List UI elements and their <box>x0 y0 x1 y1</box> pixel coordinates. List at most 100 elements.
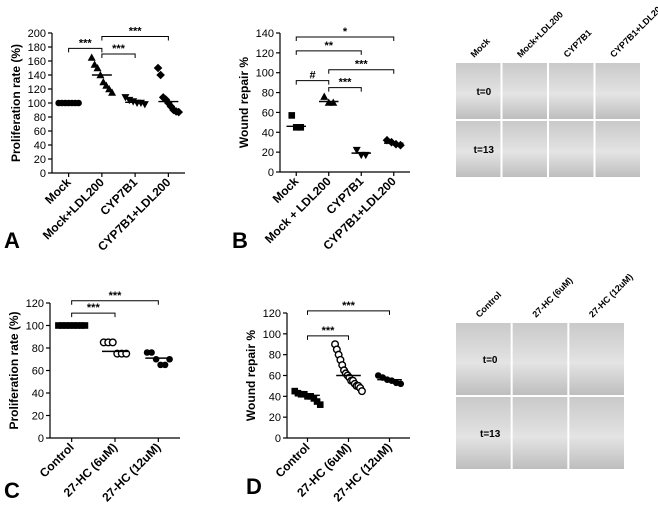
point <box>397 380 405 388</box>
significance-bracket <box>328 69 395 74</box>
micrograph <box>568 322 625 396</box>
panel-letter: A <box>4 228 20 253</box>
micrograph <box>594 120 641 178</box>
y-tick-label: 40 <box>34 140 46 152</box>
point <box>87 53 96 61</box>
point <box>158 93 168 102</box>
point <box>166 355 173 363</box>
micrograph <box>548 62 595 120</box>
point <box>108 338 117 347</box>
y-axis-label: Proliferation rate (%) <box>7 311 21 429</box>
significance-label: *** <box>129 26 143 38</box>
y-tick-label: 80 <box>262 88 274 100</box>
image-column-label: 27-HC (12uM) <box>587 272 635 320</box>
significance-label: * <box>343 26 348 38</box>
y-tick-label: 180 <box>28 42 46 54</box>
micrograph <box>594 62 641 120</box>
point <box>121 94 130 102</box>
y-tick-label: 140 <box>256 28 274 40</box>
significance-label: *** <box>355 59 369 71</box>
y-axis-label: Proliferation rate (%) <box>9 44 23 162</box>
y-tick-label: 80 <box>32 343 44 355</box>
image-row-label: t=13 <box>480 429 501 440</box>
micrograph <box>455 62 502 120</box>
y-tick-label: 40 <box>269 391 281 403</box>
point <box>161 361 169 369</box>
y-tick-label: 120 <box>263 308 281 320</box>
significance-label: *** <box>112 43 126 55</box>
point <box>156 70 165 80</box>
y-tick-label: 120 <box>256 48 274 60</box>
y-tick-label: 0 <box>38 433 44 445</box>
point <box>292 124 300 131</box>
significance-bracket <box>307 310 390 315</box>
significance-bracket <box>68 47 103 53</box>
significance-label: *** <box>342 300 356 312</box>
y-tick-label: 160 <box>28 56 46 68</box>
y-tick-label: 20 <box>34 154 46 166</box>
micrograph <box>568 396 625 470</box>
y-tick-label: 40 <box>32 388 44 400</box>
significance-bracket <box>295 36 395 41</box>
significance-label: *** <box>87 302 101 314</box>
y-tick-label: 120 <box>26 298 44 310</box>
image-row-label: t=0 <box>476 87 491 98</box>
significance-label: # <box>309 70 315 82</box>
significance-bracket <box>101 36 169 41</box>
image-column-label: 27-HC (6uM) <box>530 275 574 319</box>
y-tick-label: 40 <box>262 127 274 139</box>
y-tick-label: 80 <box>269 350 281 362</box>
point <box>396 140 405 150</box>
point <box>357 387 366 396</box>
y-tick-label: 100 <box>263 329 281 341</box>
point <box>153 63 163 73</box>
image-column-label: Control <box>474 290 504 320</box>
image-column-label: Mock+LDL200 <box>515 9 565 59</box>
significance-bracket <box>71 300 159 305</box>
y-tick-label: 140 <box>28 70 46 82</box>
micrograph <box>501 120 548 178</box>
y-tick-label: 0 <box>40 168 46 180</box>
micrograph <box>511 322 569 396</box>
point <box>55 322 62 329</box>
y-tick-label: 100 <box>26 321 44 333</box>
panel-letter: D <box>246 474 262 499</box>
point <box>288 112 296 119</box>
significance-bracket <box>71 312 116 318</box>
x-tick-label: Control <box>37 440 77 480</box>
y-tick-label: 0 <box>268 167 274 179</box>
significance-label: *** <box>109 290 123 302</box>
point <box>108 88 117 96</box>
panel-letter: B <box>232 228 248 253</box>
x-tick-label: Control <box>273 440 313 480</box>
image-row-label: t=13 <box>474 145 495 156</box>
significance-label: *** <box>339 77 353 89</box>
image-row-label: t=0 <box>483 355 498 366</box>
point <box>166 102 176 111</box>
y-tick-label: 100 <box>256 68 274 80</box>
micrograph <box>511 396 569 470</box>
image-column-label: CYP7B1 <box>562 28 594 60</box>
significance-label: *** <box>79 37 93 49</box>
y-axis-label: Wound repair % <box>244 330 258 421</box>
micrograph <box>455 322 512 396</box>
significance-bracket <box>101 53 136 58</box>
y-tick-label: 20 <box>262 147 274 159</box>
micrograph <box>501 62 548 120</box>
point <box>297 124 305 131</box>
y-tick-label: 0 <box>275 433 281 445</box>
y-tick-label: 60 <box>32 366 44 378</box>
point <box>81 322 89 329</box>
panel-letter: C <box>4 478 20 503</box>
point <box>320 92 329 100</box>
y-tick-label: 20 <box>269 412 281 424</box>
significance-bracket <box>295 50 362 55</box>
image-column-label: CYP7B1+LDL200 <box>608 1 658 60</box>
micrograph <box>455 120 502 178</box>
point <box>174 107 184 117</box>
point <box>316 401 324 408</box>
y-tick-label: 200 <box>28 28 46 40</box>
point <box>391 139 401 149</box>
significance-bracket <box>328 87 362 92</box>
